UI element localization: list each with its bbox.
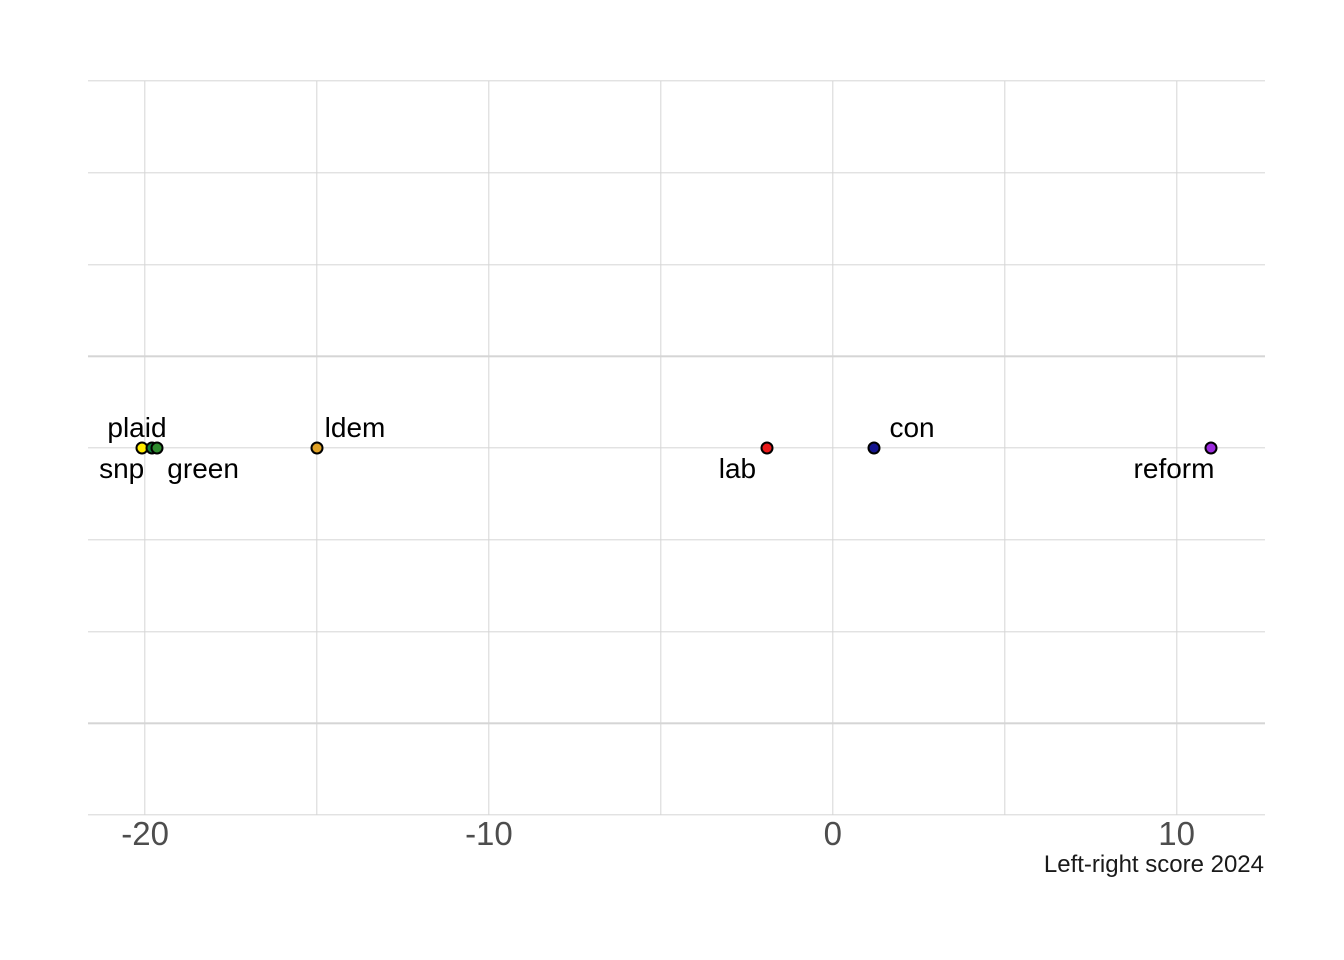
- horizontal-gridline-1: [88, 172, 1265, 174]
- x-tick-label-10: 10: [1158, 815, 1195, 852]
- point-label-plaid: plaid: [107, 412, 167, 443]
- horizontal-gridline-0: [88, 80, 1265, 82]
- point-lab: [760, 441, 774, 455]
- horizontal-gridline-5: [88, 539, 1265, 541]
- horizontal-gridline-4: [88, 447, 1265, 449]
- horizontal-gridline-7: [88, 722, 1265, 724]
- point-label-reform: reform: [1133, 453, 1215, 484]
- point-label-snp: snp: [99, 453, 145, 484]
- horizontal-gridline-2: [88, 263, 1265, 266]
- x-tick-label--10: -10: [465, 815, 513, 852]
- horizontal-gridline-8: [88, 814, 1265, 816]
- point-con: [867, 441, 881, 455]
- point-green: [150, 441, 164, 455]
- x-tick-label-0: 0: [823, 815, 842, 852]
- point-reform: [1204, 441, 1218, 455]
- plot-panel: [88, 80, 1265, 816]
- horizontal-gridline-6: [88, 630, 1265, 633]
- point-label-lab: lab: [718, 453, 757, 484]
- x-tick-label--20: -20: [121, 815, 169, 852]
- point-label-green: green: [167, 453, 239, 484]
- point-label-con: con: [889, 412, 935, 443]
- point-label-ldem: ldem: [324, 412, 386, 443]
- point-ldem: [310, 441, 324, 455]
- x-axis-title: Left-right score 2024: [1043, 851, 1264, 878]
- horizontal-gridline-3: [88, 355, 1265, 357]
